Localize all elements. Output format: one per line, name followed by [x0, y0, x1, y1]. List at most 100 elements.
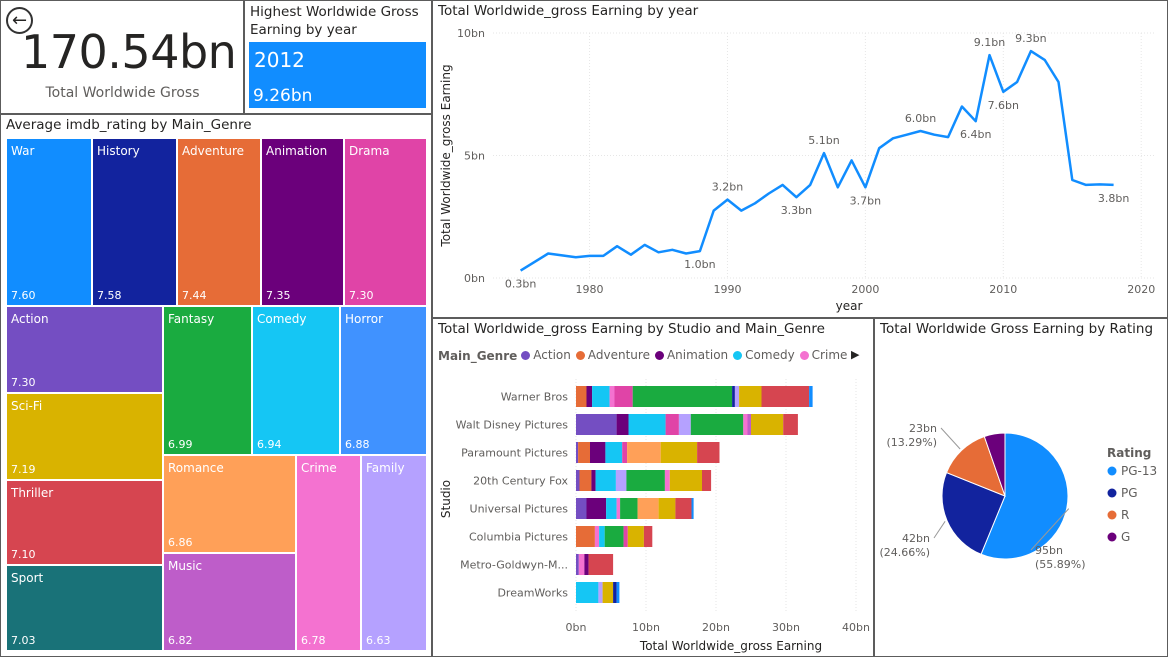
bar-segment[interactable]: [606, 498, 617, 519]
treemap-tile-fantasy[interactable]: Fantasy 6.99: [163, 306, 252, 455]
bar-segment[interactable]: [739, 386, 762, 407]
pie-legend-item-g[interactable]: G: [1121, 530, 1130, 544]
treemap-tile-adventure[interactable]: Adventure 7.44: [177, 138, 261, 306]
treemap-tile-thriller[interactable]: Thriller 7.10: [6, 480, 163, 565]
bar-segment[interactable]: [761, 386, 810, 407]
bar-segment[interactable]: [637, 498, 659, 519]
bar-segment[interactable]: [616, 582, 620, 603]
series-line[interactable]: [519, 49, 1114, 272]
bar-segment[interactable]: [732, 386, 735, 407]
bar-segment[interactable]: [578, 442, 590, 463]
bar-segment[interactable]: [783, 414, 798, 435]
bar-segment[interactable]: [576, 386, 587, 407]
treemap-tile-romance[interactable]: Romance 6.86: [163, 455, 296, 553]
pie-slice-r[interactable]: [945, 435, 1006, 497]
treemap-tile-animation[interactable]: Animation 7.35: [261, 138, 344, 306]
bar-segment[interactable]: [576, 442, 579, 463]
bar-segment[interactable]: [627, 526, 644, 547]
pie-legend-item-pg-13[interactable]: PG-13: [1121, 464, 1157, 478]
bar-segment[interactable]: [626, 470, 665, 491]
bar-segment[interactable]: [658, 498, 676, 519]
treemap-tile-value: 6.99: [168, 438, 193, 451]
bar-segment[interactable]: [588, 554, 614, 575]
bar-segment[interactable]: [599, 526, 605, 547]
bar-segment[interactable]: [616, 414, 629, 435]
legend-item-animation[interactable]: Animation: [654, 348, 728, 362]
bar-segment[interactable]: [678, 414, 691, 435]
treemap-tile-history[interactable]: History 7.58: [92, 138, 177, 306]
bar-segment[interactable]: [613, 582, 617, 603]
bar-segment[interactable]: [616, 498, 621, 519]
treemap-tile-label: Sport: [11, 571, 44, 585]
bar-segment[interactable]: [622, 442, 628, 463]
bar-segment[interactable]: [665, 414, 679, 435]
legend-item-adventure[interactable]: Adventure: [575, 348, 650, 362]
bar-segment[interactable]: [734, 386, 740, 407]
bar-segment[interactable]: [751, 414, 784, 435]
bar-segment[interactable]: [623, 526, 628, 547]
bar-segment[interactable]: [675, 498, 692, 519]
bar-segment[interactable]: [576, 498, 587, 519]
bar-segment[interactable]: [592, 386, 610, 407]
bar-segment[interactable]: [660, 442, 698, 463]
pie-slice-pg[interactable]: [941, 471, 1006, 555]
treemap-tile-action[interactable]: Action 7.30: [6, 306, 163, 393]
bar-segment[interactable]: [702, 470, 712, 491]
bar-segment[interactable]: [590, 442, 606, 463]
bar-segment[interactable]: [605, 442, 623, 463]
bar-segment[interactable]: [614, 386, 633, 407]
treemap-tile-sport[interactable]: Sport 7.03: [6, 565, 163, 651]
bar-segment[interactable]: [747, 414, 752, 435]
bar-segment[interactable]: [576, 414, 617, 435]
bar-segment[interactable]: [690, 414, 744, 435]
bar-segment[interactable]: [594, 526, 600, 547]
bar-segment[interactable]: [664, 470, 670, 491]
legend-item-comedy[interactable]: Comedy: [733, 348, 795, 362]
pie-legend-item-r[interactable]: R: [1121, 508, 1129, 522]
bar-segment[interactable]: [598, 582, 603, 603]
bar-segment[interactable]: [615, 470, 627, 491]
pie-legend-item-pg[interactable]: PG: [1121, 486, 1138, 500]
bar-segment[interactable]: [586, 386, 593, 407]
bar-segment[interactable]: [628, 414, 666, 435]
bar-segment[interactable]: [632, 386, 733, 407]
x-tick-label: 40bn: [842, 621, 870, 634]
pie-legend-dot: [1107, 488, 1117, 498]
treemap-tile-family[interactable]: Family 6.63: [361, 455, 427, 651]
bar-segment[interactable]: [578, 554, 585, 575]
bar-segment[interactable]: [604, 526, 624, 547]
treemap-tile-music[interactable]: Music 6.82: [163, 553, 296, 651]
bar-segment[interactable]: [620, 498, 638, 519]
bar-segment[interactable]: [576, 554, 579, 575]
bar-segment[interactable]: [602, 582, 614, 603]
treemap-tile-war[interactable]: War 7.60: [6, 138, 92, 306]
back-arrow-icon[interactable]: ←: [6, 7, 33, 34]
bar-segment[interactable]: [691, 498, 694, 519]
bar-segment[interactable]: [669, 470, 702, 491]
bar-segment[interactable]: [576, 470, 580, 491]
bar-segment[interactable]: [595, 470, 616, 491]
bar-segment[interactable]: [627, 442, 661, 463]
pie-slice-g[interactable]: [983, 432, 1006, 497]
legend-item-action[interactable]: Action: [521, 348, 571, 362]
bar-segment[interactable]: [576, 582, 599, 603]
treemap-tile-drama[interactable]: Drama 7.30: [344, 138, 427, 306]
bar-segment[interactable]: [643, 526, 653, 547]
bar-segment[interactable]: [809, 386, 813, 407]
bar-segment[interactable]: [579, 470, 592, 491]
bar-segment[interactable]: [609, 386, 615, 407]
legend-next-icon[interactable]: ▶: [851, 348, 860, 361]
bar-segment[interactable]: [743, 414, 748, 435]
bar-segment[interactable]: [591, 470, 596, 491]
y-tick-label: Universal Pictures: [470, 503, 569, 516]
bar-segment[interactable]: [576, 526, 595, 547]
treemap-tile-sci-fi[interactable]: Sci-Fi 7.19: [6, 393, 163, 480]
pie-slice-pg-13[interactable]: [980, 432, 1069, 560]
treemap-tile-crime[interactable]: Crime 6.78: [296, 455, 361, 651]
bar-segment[interactable]: [586, 498, 607, 519]
legend-item-crime[interactable]: Crime: [799, 348, 847, 362]
bar-segment[interactable]: [697, 442, 720, 463]
bar-segment[interactable]: [584, 554, 589, 575]
treemap-tile-horror[interactable]: Horror 6.88: [340, 306, 427, 455]
treemap-tile-comedy[interactable]: Comedy 6.94: [252, 306, 340, 455]
